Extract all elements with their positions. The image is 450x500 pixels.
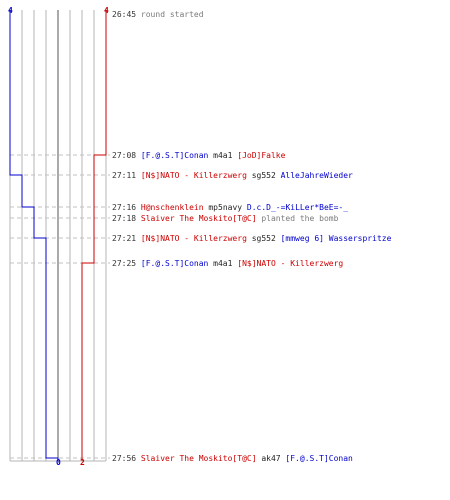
- event-row: 27:08 [F.@.S.T]Conan m4a1 [JoD]Falke: [112, 151, 285, 161]
- event-text: m4a1: [208, 259, 238, 268]
- event-text: [N$]NATO - Killerzwerg: [140, 234, 247, 243]
- event-row: 27:11 [N$]NATO - Killerzwerg sg552 AlleJ…: [112, 171, 353, 181]
- red-start-count: 4: [104, 6, 109, 15]
- event-text: [F.@.S.T]Conan: [140, 151, 209, 160]
- event-text: m4a1: [208, 151, 238, 160]
- event-time: 27:11: [112, 171, 137, 180]
- event-text: [mmweg 6] Wasserspritze: [280, 234, 392, 243]
- event-text: [N$]NATO - Killerzwerg: [140, 171, 247, 180]
- event-text: [N$]NATO - Killerzwerg: [237, 259, 344, 268]
- event-text: sg552: [246, 234, 281, 243]
- event-time: 27:18: [112, 214, 137, 223]
- event-row: 27:56 Slaiver The Moskito[T@C] ak47 [F.@…: [112, 454, 353, 464]
- event-time: 27:25: [112, 259, 137, 268]
- event-time: 26:45: [112, 10, 137, 19]
- event-time: 27:16: [112, 203, 137, 212]
- blue-team-line: [9, 10, 59, 461]
- event-text: H@nschenklein: [140, 203, 204, 212]
- event-time: 27:08: [112, 151, 137, 160]
- event-text: Slaiver The Moskito[T@C]: [140, 454, 257, 463]
- event-text: D.c.D_-=KiLLer*BeE=-_: [246, 203, 349, 212]
- event-text: round started: [140, 10, 204, 19]
- blue-end-count: 0: [56, 458, 61, 467]
- player-grid: [9, 10, 110, 462]
- event-time: 27:21: [112, 234, 137, 243]
- event-time: 27:56: [112, 454, 137, 463]
- round-timeline-graph: [9, 10, 110, 462]
- event-text: ak47: [256, 454, 286, 463]
- alive-players-series: [9, 10, 107, 461]
- event-row: 27:16 H@nschenklein mp5navy D.c.D_-=KiLL…: [112, 203, 348, 213]
- event-text: sg552: [246, 171, 281, 180]
- event-row: 27:21 [N$]NATO - Killerzwerg sg552 [mmwe…: [112, 234, 391, 244]
- red-end-count: 2: [80, 458, 85, 467]
- event-text: [F.@.S.T]Conan: [140, 259, 209, 268]
- event-text: planted the bomb: [256, 214, 339, 223]
- red-team-line: [81, 10, 107, 461]
- event-row: 27:25 [F.@.S.T]Conan m4a1 [N$]NATO - Kil…: [112, 259, 343, 269]
- event-text: [JoD]Falke: [237, 151, 286, 160]
- event-text: Slaiver The Moskito[T@C]: [140, 214, 257, 223]
- blue-start-count: 4: [8, 6, 13, 15]
- event-text: AlleJahreWieder: [280, 171, 353, 180]
- event-row: 27:18 Slaiver The Moskito[T@C] planted t…: [112, 214, 338, 224]
- event-row: 26:45 round started: [112, 10, 204, 20]
- event-text: mp5navy: [203, 203, 247, 212]
- event-text: [F.@.S.T]Conan: [285, 454, 353, 463]
